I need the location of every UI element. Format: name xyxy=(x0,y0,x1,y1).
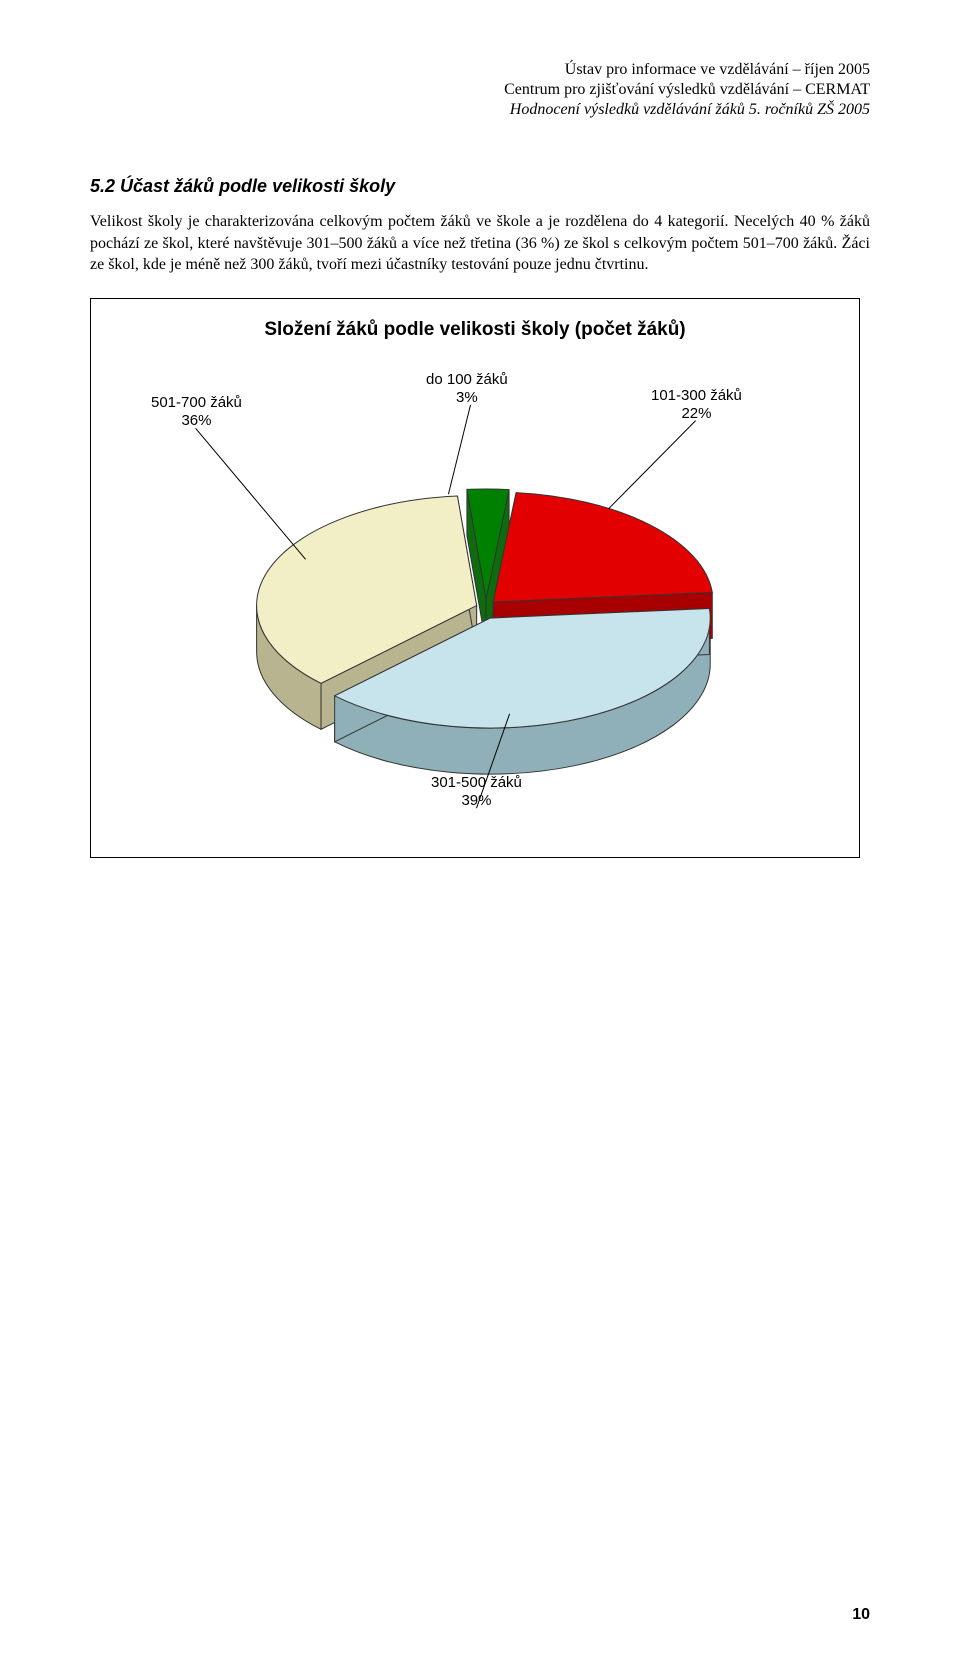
callout-value: 3% xyxy=(426,389,508,407)
callout-101-300: 101-300 žáků22% xyxy=(651,387,742,423)
callout-501-700: 501-700 žáků36% xyxy=(151,394,242,430)
callout-value: 36% xyxy=(151,412,242,430)
header-line-1: Ústav pro informace ve vzdělávání – říje… xyxy=(90,60,870,80)
callout-label: do 100 žáků xyxy=(426,371,508,389)
callout-label: 501-700 žáků xyxy=(151,394,242,412)
callout-do100: do 100 žáků3% xyxy=(426,371,508,407)
callout-label: 301-500 žáků xyxy=(431,774,522,792)
header-line-3: Hodnocení výsledků vzdělávání žáků 5. ro… xyxy=(90,100,870,120)
section-title: 5.2 Účast žáků podle velikosti školy xyxy=(90,176,870,197)
body-paragraph: Velikost školy je charakterizována celko… xyxy=(90,211,870,276)
callout-value: 22% xyxy=(651,405,742,423)
figure-frame: Složení žáků podle velikosti školy (poče… xyxy=(90,298,860,858)
header-line-2: Centrum pro zjišťování výsledků vzdělává… xyxy=(90,80,870,100)
page-header: Ústav pro informace ve vzdělávání – říje… xyxy=(90,60,870,120)
page-number: 10 xyxy=(852,1606,870,1624)
callout-label: 101-300 žáků xyxy=(651,387,742,405)
